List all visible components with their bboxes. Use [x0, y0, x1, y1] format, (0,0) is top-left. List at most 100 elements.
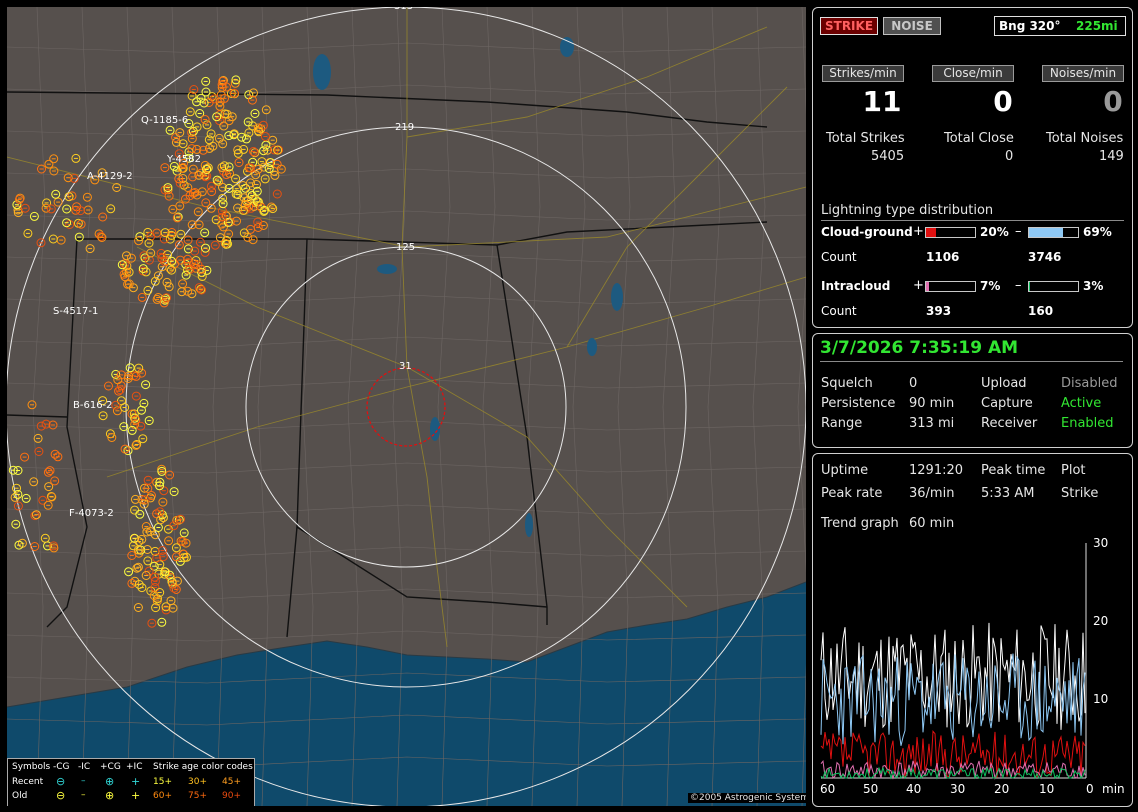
strike-symbol	[161, 602, 171, 612]
strike-symbol	[175, 128, 185, 138]
trend-graph-value[interactable]: 60 min	[909, 516, 955, 531]
strike-symbol	[195, 237, 205, 247]
strike-symbol	[268, 204, 278, 214]
strike-symbol	[11, 519, 21, 529]
storm-label[interactable]: Y-4582	[167, 154, 201, 165]
strike-symbol	[202, 265, 212, 275]
strike-symbol	[246, 163, 256, 173]
strike-symbol	[219, 161, 229, 171]
strike-symbol	[156, 248, 166, 258]
strike-symbol	[169, 583, 179, 593]
trend-x-tick: 30	[950, 782, 966, 796]
cg-positive-fill	[926, 228, 936, 237]
plot-label: Plot	[1061, 463, 1086, 478]
strike-symbol	[195, 109, 205, 118]
trend-series-line	[820, 730, 1086, 778]
strike-symbol	[259, 162, 269, 172]
strike-symbol	[276, 164, 286, 174]
trend-graph-label: Trend graph	[821, 516, 899, 531]
strike-symbol	[160, 567, 170, 577]
strike-symbol	[187, 220, 197, 230]
total-noises-label: Total Noises	[1046, 131, 1124, 146]
strike-symbol	[144, 416, 154, 426]
strike-symbol	[250, 109, 260, 118]
strike-symbol	[197, 187, 207, 197]
close-per-min-button[interactable]: Close/min	[932, 65, 1014, 82]
strike-toggle-button[interactable]: STRIKE	[820, 17, 878, 35]
strike-symbol	[246, 178, 255, 188]
strike-symbol	[224, 131, 234, 141]
cg-positive-bar	[925, 227, 976, 238]
strike-symbol	[169, 521, 179, 531]
strike-symbol	[252, 186, 262, 196]
strike-symbol	[220, 109, 230, 119]
strike-symbol	[141, 522, 151, 531]
strike-symbol	[97, 168, 107, 178]
strike-symbol	[14, 540, 24, 550]
trend-y-tick: 10	[1093, 692, 1109, 706]
strike-symbol	[260, 174, 270, 184]
cg-negative-count: 3746	[1028, 250, 1062, 264]
strike-symbol	[114, 386, 124, 396]
strike-symbol	[212, 112, 222, 122]
minus-icon: –	[81, 776, 86, 786]
strikes-per-min-button[interactable]: Strikes/min	[822, 65, 904, 82]
peak-rate-label: Peak rate	[821, 486, 883, 501]
strike-symbol	[20, 203, 30, 213]
strike-symbol	[44, 482, 54, 492]
strike-symbol	[90, 175, 100, 185]
storm-label[interactable]: A-4129-2	[87, 171, 133, 182]
strike-symbol	[137, 405, 146, 415]
age-60: 60+	[153, 791, 172, 801]
strike-symbol	[167, 256, 177, 266]
strike-symbol	[253, 223, 263, 232]
strike-symbol	[185, 107, 195, 117]
strike-symbol	[229, 129, 239, 139]
strike-symbol	[133, 562, 143, 572]
minus-icon: –	[81, 790, 86, 800]
strike-symbol	[210, 240, 220, 250]
legend-neg-ic: -IC	[78, 762, 91, 772]
strike-symbol	[20, 452, 30, 462]
legend-pos-cg: +CG	[100, 762, 121, 772]
strike-symbol	[206, 181, 216, 191]
strike-symbol	[136, 421, 146, 431]
strike-symbol	[153, 271, 163, 281]
noises-per-min-value: 0	[1103, 85, 1123, 118]
strike-symbol	[172, 576, 182, 586]
strike-symbol	[198, 145, 208, 155]
lightning-map[interactable]: 313 219 125 31 Q-1185-6 Y-4582 A-4129-2 …	[7, 7, 806, 806]
strike-symbol	[82, 192, 92, 202]
strike-symbol	[185, 191, 195, 201]
strike-symbol	[123, 279, 133, 289]
strike-symbol	[146, 248, 156, 258]
strike-symbol	[34, 447, 44, 456]
strike-symbol	[141, 571, 151, 580]
plus-sign: +	[913, 278, 924, 293]
strike-symbol	[74, 232, 84, 242]
strike-symbol	[13, 501, 23, 511]
strike-symbol	[153, 594, 162, 604]
strike-symbol	[171, 137, 181, 147]
plot-value[interactable]: Strike	[1061, 486, 1099, 501]
intracloud-label: Intracloud	[821, 279, 891, 293]
strike-symbol	[183, 244, 193, 254]
strike-symbol	[137, 292, 147, 302]
storm-label[interactable]: F-4073-2	[69, 508, 114, 519]
strike-symbol	[115, 385, 125, 395]
strike-symbol	[49, 166, 59, 176]
strike-symbol	[127, 425, 137, 435]
noise-toggle-button[interactable]: NOISE	[883, 17, 941, 35]
strike-symbol	[98, 396, 108, 406]
noises-per-min-button[interactable]: Noises/min	[1042, 65, 1124, 82]
strike-symbol	[160, 163, 170, 173]
strike-symbol	[229, 88, 239, 98]
strike-symbol	[42, 198, 52, 208]
storm-label[interactable]: Q-1185-6	[141, 115, 189, 126]
strike-symbol	[138, 264, 148, 274]
storm-label[interactable]: B-616-2	[73, 400, 113, 411]
strike-symbol	[162, 277, 172, 287]
strike-symbol	[214, 133, 224, 143]
storm-label[interactable]: S-4517-1	[53, 306, 99, 317]
strike-symbol	[122, 267, 132, 277]
